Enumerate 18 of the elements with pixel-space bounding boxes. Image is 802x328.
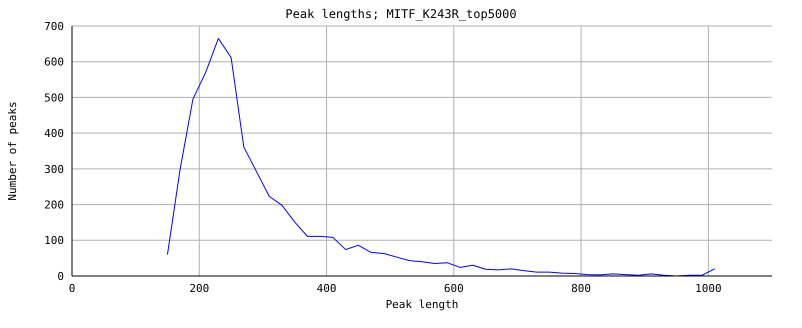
x-tick-label: 200 xyxy=(189,282,210,295)
y-tick-label: 600 xyxy=(44,56,64,69)
x-tick-label: 1000 xyxy=(695,282,722,295)
line-series xyxy=(166,38,716,276)
y-tick-label: 500 xyxy=(44,91,64,104)
x-tick-label: 800 xyxy=(571,282,592,295)
x-tick-label: 400 xyxy=(316,282,336,295)
y-tick-label: 400 xyxy=(44,127,64,140)
y-tick-label: 100 xyxy=(44,234,64,248)
y-tick-label: 200 xyxy=(44,198,64,212)
y-tick-label: 300 xyxy=(44,162,64,176)
x-axis-title: Peak length xyxy=(386,298,458,311)
x-tick-label: 600 xyxy=(444,282,464,295)
chart-title: Peak lengths; MITF_K243R_top5000 xyxy=(284,7,518,21)
y-tick-label: 0 xyxy=(57,270,64,283)
x-tick-label: 0 xyxy=(68,282,76,295)
y-axis-title: Number of peaks xyxy=(6,101,19,201)
y-tick-label: 700 xyxy=(44,20,64,33)
